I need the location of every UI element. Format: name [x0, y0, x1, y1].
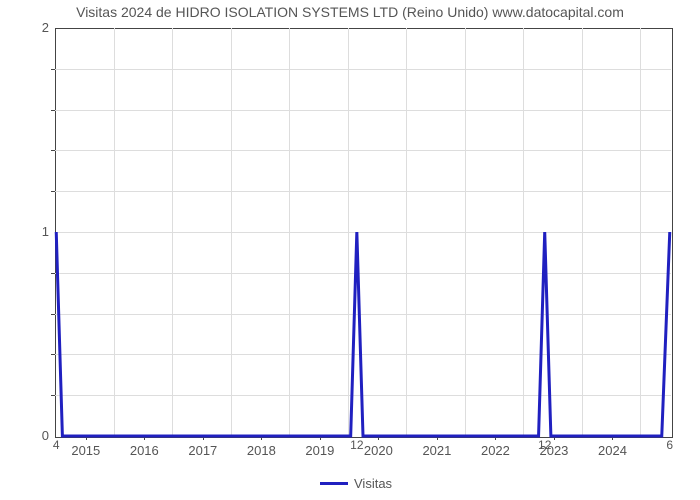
legend-swatch [320, 482, 348, 485]
plot-area [55, 28, 673, 438]
gridline-horizontal-minor [55, 110, 671, 111]
data-point-label: 6 [666, 438, 673, 452]
y-minor-tick [51, 273, 55, 274]
gridline-vertical [348, 28, 349, 436]
data-point-label: 4 [53, 438, 60, 452]
x-axis-label: 2016 [130, 443, 159, 458]
gridline-horizontal-minor [55, 314, 671, 315]
x-tick-mark [612, 436, 613, 440]
gridline-vertical [523, 28, 524, 436]
gridline-vertical [114, 28, 115, 436]
y-axis-label: 2 [33, 20, 49, 35]
y-minor-tick [51, 150, 55, 151]
y-minor-tick [51, 314, 55, 315]
gridline-horizontal-minor [55, 395, 671, 396]
x-axis-label: 2020 [364, 443, 393, 458]
x-axis-label: 2021 [422, 443, 451, 458]
data-point-label: 12 [350, 438, 363, 452]
x-tick-mark [437, 436, 438, 440]
gridline-vertical [231, 28, 232, 436]
y-minor-tick [51, 395, 55, 396]
gridline-vertical [172, 28, 173, 436]
y-minor-tick [51, 110, 55, 111]
x-tick-mark [495, 436, 496, 440]
x-tick-mark [378, 436, 379, 440]
y-axis-label: 1 [33, 224, 49, 239]
x-axis-label: 2018 [247, 443, 276, 458]
x-tick-mark [554, 436, 555, 440]
gridline-horizontal-minor [55, 69, 671, 70]
gridline-horizontal-minor [55, 273, 671, 274]
x-tick-mark [203, 436, 204, 440]
x-axis-label: 2015 [71, 443, 100, 458]
y-minor-tick [51, 354, 55, 355]
x-axis-label: 2022 [481, 443, 510, 458]
gridline-vertical [289, 28, 290, 436]
gridline-vertical [640, 28, 641, 436]
gridline-vertical [406, 28, 407, 436]
gridline-vertical [582, 28, 583, 436]
data-point-label: 12 [538, 438, 551, 452]
x-tick-mark [144, 436, 145, 440]
x-tick-mark [86, 436, 87, 440]
legend-label: Visitas [354, 476, 392, 491]
legend: Visitas [320, 476, 392, 491]
gridline-vertical [465, 28, 466, 436]
gridline-horizontal-minor [55, 150, 671, 151]
x-axis-label: 2024 [598, 443, 627, 458]
x-tick-mark [320, 436, 321, 440]
chart-title: Visitas 2024 de HIDRO ISOLATION SYSTEMS … [0, 4, 700, 20]
x-tick-mark [261, 436, 262, 440]
x-axis-label: 2017 [188, 443, 217, 458]
chart-container: Visitas 2024 de HIDRO ISOLATION SYSTEMS … [0, 0, 700, 500]
y-minor-tick [51, 191, 55, 192]
gridline-horizontal-minor [55, 354, 671, 355]
y-axis-label: 0 [33, 428, 49, 443]
gridline-horizontal-minor [55, 191, 671, 192]
x-axis-label: 2019 [305, 443, 334, 458]
y-minor-tick [51, 69, 55, 70]
gridline-horizontal [55, 232, 671, 233]
